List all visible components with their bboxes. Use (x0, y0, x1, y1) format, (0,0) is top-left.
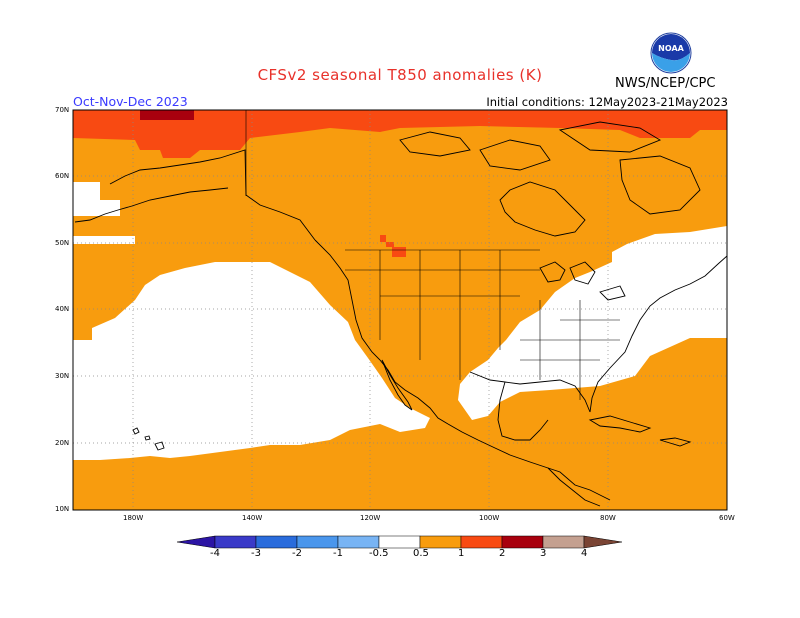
colorbar-label-2: 2 (499, 548, 506, 559)
colorbar-swatch-above-4 (583, 535, 623, 549)
map-frame (72, 109, 728, 511)
coastlines (74, 121, 727, 507)
agency-label: NWS/NCEP/CPC (615, 76, 716, 91)
lat-label-70n: 70N (55, 106, 70, 114)
colorbar-label-minus1: -1 (333, 548, 343, 559)
colorbar-swatch-2-3 (501, 535, 544, 549)
colorbar-label-minus0.5: -0.5 (369, 548, 389, 559)
colorbar-label-0.5: 0.5 (413, 548, 429, 559)
initial-conditions-label: Initial conditions: 12May2023-21May2023 (486, 95, 728, 109)
anomaly-field-2-3 (140, 110, 194, 120)
colorbar-label-minus3: -3 (251, 548, 261, 559)
lat-label-20n: 20N (55, 439, 70, 447)
lon-label-180w: 180W (123, 514, 144, 522)
colorbar-swatch-3-4 (542, 535, 585, 549)
colorbar-swatch-near-normal (378, 535, 421, 549)
lon-label-80w: 80W (600, 514, 616, 522)
colorbar-swatch-minus2-minus1 (296, 535, 339, 549)
colorbar-swatch-minus3-minus2 (255, 535, 298, 549)
logo-text: NOAA (658, 44, 684, 53)
colorbar-label-minus2: -2 (292, 548, 302, 559)
colorbar-label-minus4: -4 (210, 548, 220, 559)
anomaly-field-1-2 (73, 110, 727, 158)
lat-label-30n: 30N (55, 372, 70, 380)
lat-label-60n: 60N (55, 172, 70, 180)
colorbar-swatch-below-minus4 (176, 535, 216, 549)
noaa-logo: NOAA (650, 32, 692, 74)
lon-label-140w: 140W (242, 514, 263, 522)
season-label: Oct-Nov-Dec 2023 (73, 94, 188, 109)
lon-label-120w: 120W (360, 514, 381, 522)
colorbar-swatch-0.5-1 (419, 535, 462, 549)
colorbar-swatch-minus1-minus0.5 (337, 535, 380, 549)
lon-label-100w: 100W (479, 514, 500, 522)
lat-label-10n: 10N (55, 505, 70, 513)
colorbar-label-3: 3 (540, 548, 547, 559)
lat-label-50n: 50N (55, 239, 70, 247)
anomaly-field-near-normal (73, 262, 430, 460)
map-title: CFSv2 seasonal T850 anomalies (K) (257, 66, 543, 84)
colorbar-label-1: 1 (458, 548, 465, 559)
colorbar-swatch-1-2 (460, 535, 503, 549)
colorbar-swatch-minus4-minus3 (214, 535, 257, 549)
lat-label-40n: 40N (55, 305, 70, 313)
lon-label-60w: 60W (719, 514, 735, 522)
colorbar-label-4: 4 (581, 548, 588, 559)
